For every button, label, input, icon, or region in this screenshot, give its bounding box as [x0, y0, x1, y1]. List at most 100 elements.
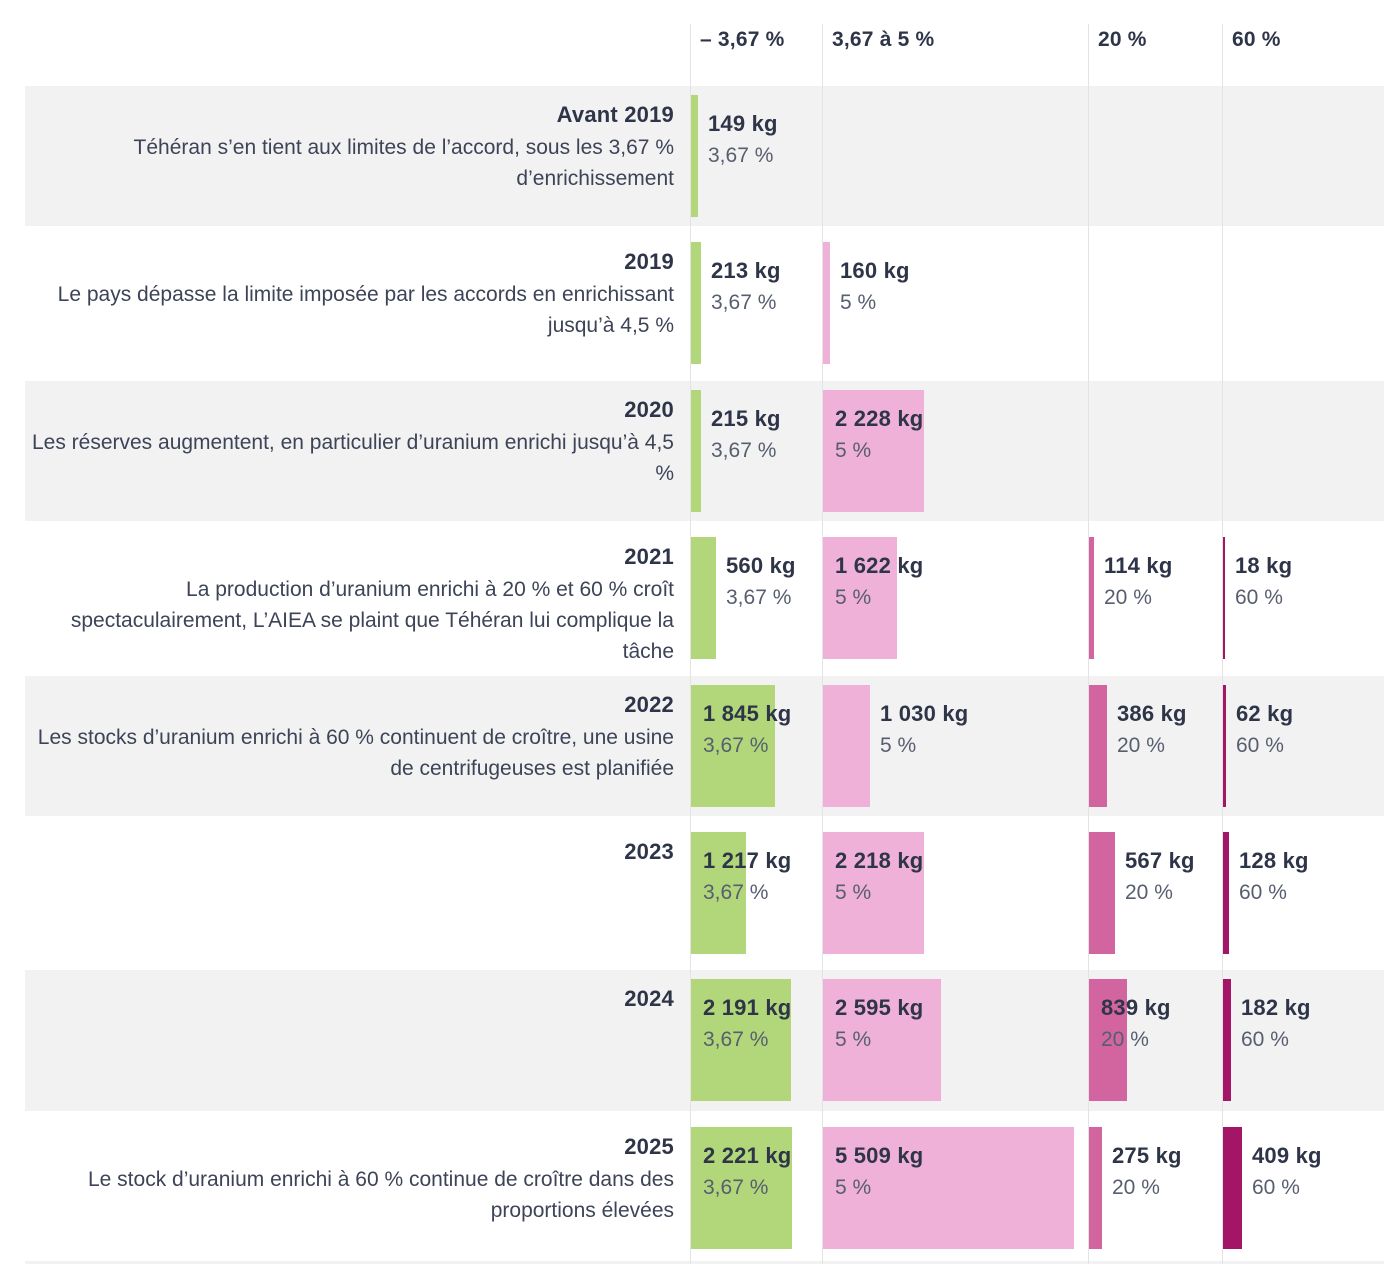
stock-bar-under-3-67 [691, 684, 775, 807]
stock-bar-label-20: 839 kg 20 % [1101, 996, 1171, 1052]
stock-bar-label-60: 128 kg 60 % [1239, 849, 1309, 905]
stock-bar-60 [1223, 537, 1225, 660]
stock-amount-value: 2 218 kg [835, 848, 924, 873]
timeline-row: 2023 1 217 kg 3,67 % 2 218 kg 5 % 567 kg 20 %… [0, 822, 1384, 969]
stock-bar-3-67-to-5 [823, 389, 924, 512]
stock-amount-value: 2 191 kg [703, 995, 792, 1021]
stock-bar-3-67-to-5 [823, 979, 941, 1102]
stock-bar-under-3-67 [691, 832, 746, 954]
enrichment-level-value: 5 % [835, 586, 872, 610]
stock-amount-value: 18 kg [1235, 553, 1293, 579]
enrichment-level-value: 3,67 % [703, 881, 769, 904]
column-header-60-pct: 60 % [1232, 28, 1281, 51]
enrichment-level-value: 20 % [1125, 881, 1173, 904]
year-label: 2022 [624, 691, 674, 717]
stock-bar-label-under-3-67: 149 kg 3,67 % [708, 112, 778, 168]
year-label: 2021 [624, 544, 674, 570]
stock-bar-60 [1223, 832, 1229, 954]
stock-bar-label-20: 275 kg 20 % [1112, 1142, 1182, 1200]
stock-bar-20 [1089, 537, 1094, 660]
enrichment-level-value: 3,67 % [711, 438, 777, 462]
stock-bar-label-20: 567 kg 20 % [1125, 849, 1195, 905]
row-description: Le pays dépasse la limite imposée par le… [57, 283, 674, 338]
stock-bar-label-3-67-to-5: 2 218 kg 5 % [835, 849, 923, 905]
stock-bar-label-3-67-to-5: 160 kg 5 % [840, 259, 910, 315]
stock-amount-value: 62 kg [1236, 700, 1294, 726]
stock-amount-value: 149 kg [708, 111, 778, 136]
year-label: 2019 [624, 249, 674, 275]
stock-amount-value: 2 221 kg [703, 1142, 792, 1168]
stock-bar-label-60: 62 kg 60 % [1236, 700, 1294, 758]
row-description: Les réserves augmentent, en particulier … [31, 430, 674, 485]
enrichment-level-value: 60 % [1252, 1175, 1300, 1199]
stock-bar-label-under-3-67: 1 217 kg 3,67 % [703, 849, 791, 905]
row-text-block: 2019 Le pays dépasse la limite imposée p… [25, 246, 674, 341]
enrichment-level-value: 5 % [835, 438, 872, 462]
stock-bar-20 [1089, 684, 1107, 807]
column-divider-20 [1088, 24, 1089, 1264]
stock-bar-label-3-67-to-5: 5 509 kg 5 % [835, 1143, 923, 1200]
enrichment-level-value: 5 % [835, 881, 872, 904]
stock-bar-3-67-to-5 [823, 537, 897, 660]
stock-amount-value: 275 kg [1112, 1142, 1182, 1168]
column-header-3-67-to-5-pct: 3,67 à 5 % [832, 28, 935, 51]
enrichment-level-value: 60 % [1236, 733, 1284, 757]
enrichment-level-value: 5 % [840, 291, 877, 315]
timeline-row: 2024 2 191 kg 3,67 % 2 595 kg 5 % 839 kg 20 %… [0, 969, 1384, 1116]
row-text-block: 2024 [25, 983, 674, 1015]
enrichment-level-value: 3,67 % [708, 144, 774, 167]
enrichment-level-value: 3,67 % [726, 586, 792, 610]
stock-bar-label-60: 409 kg 60 % [1252, 1142, 1322, 1200]
stock-amount-value: 1 217 kg [703, 848, 792, 873]
stock-bar-20 [1089, 979, 1127, 1102]
enrichment-level-value: 20 % [1112, 1175, 1160, 1199]
stock-amount-value: 560 kg [726, 553, 796, 579]
stock-amount-value: 2 595 kg [835, 995, 924, 1021]
timeline-row: Avant 2019 Téhéran s’en tient aux limite… [0, 85, 1384, 232]
stock-bar-label-under-3-67: 2 221 kg 3,67 % [703, 1142, 792, 1200]
stock-amount-value: 409 kg [1252, 1142, 1322, 1168]
row-text-block: 2023 [25, 836, 674, 868]
column-divider-60 [1222, 24, 1223, 1264]
stock-amount-value: 128 kg [1239, 848, 1309, 873]
stock-bar-under-3-67 [691, 1126, 792, 1249]
column-divider-3-67-to-5 [822, 24, 823, 1264]
enrichment-level-value: 5 % [835, 1028, 872, 1052]
stock-bar-60 [1223, 684, 1226, 807]
year-label: 2025 [624, 1133, 674, 1159]
row-description: Le stock d’uranium enrichi à 60 % contin… [87, 1167, 674, 1222]
stock-bar-under-3-67 [691, 242, 701, 365]
enrichment-level-value: 20 % [1104, 586, 1152, 610]
enrichment-level-value: 3,67 % [703, 1175, 769, 1199]
stock-amount-value: 114 kg [1104, 553, 1173, 579]
timeline-row: 2021 La production d’uranium enrichi à 2… [0, 527, 1384, 674]
stock-bar-3-67-to-5 [823, 684, 870, 807]
column-divider-under-3-67 [690, 24, 691, 1264]
stock-bar-20 [1089, 1126, 1102, 1249]
enrichment-level-value: 5 % [835, 1175, 872, 1199]
stock-bar-under-3-67 [691, 537, 716, 660]
row-text-block: Avant 2019 Téhéran s’en tient aux limite… [25, 99, 674, 194]
enrichment-level-value: 3,67 % [703, 733, 769, 757]
stock-amount-value: 567 kg [1125, 848, 1195, 873]
stock-amount-value: 1 030 kg [880, 700, 969, 726]
stock-bar-60 [1223, 979, 1231, 1102]
timeline-row: 2025 Le stock d’uranium enrichi à 60 % c… [0, 1117, 1384, 1264]
column-header-under-3-67-pct: – 3,67 % [700, 28, 785, 51]
stock-bar-3-67-to-5 [823, 242, 830, 365]
row-description: Les stocks d’uranium enrichi à 60 % cont… [37, 725, 674, 780]
stock-bar-label-under-3-67: 215 kg 3,67 % [711, 406, 781, 463]
stock-amount-value: 2 228 kg [835, 405, 924, 431]
row-text-block: 2025 Le stock d’uranium enrichi à 60 % c… [25, 1131, 674, 1226]
stock-amount-value: 213 kg [711, 258, 781, 284]
enrichment-level-value: 60 % [1235, 586, 1283, 610]
stock-amount-value: 386 kg [1117, 700, 1187, 726]
row-text-block: 2020 Les réserves augmentent, en particu… [25, 394, 674, 489]
year-label: Avant 2019 [556, 102, 674, 127]
stock-bar-under-3-67 [691, 95, 698, 217]
enrichment-level-value: 20 % [1101, 1028, 1149, 1052]
row-text-block: 2021 La production d’uranium enrichi à 2… [25, 541, 674, 667]
stock-bar-3-67-to-5 [823, 1126, 1074, 1249]
stock-bar-label-20: 386 kg 20 % [1117, 700, 1187, 758]
